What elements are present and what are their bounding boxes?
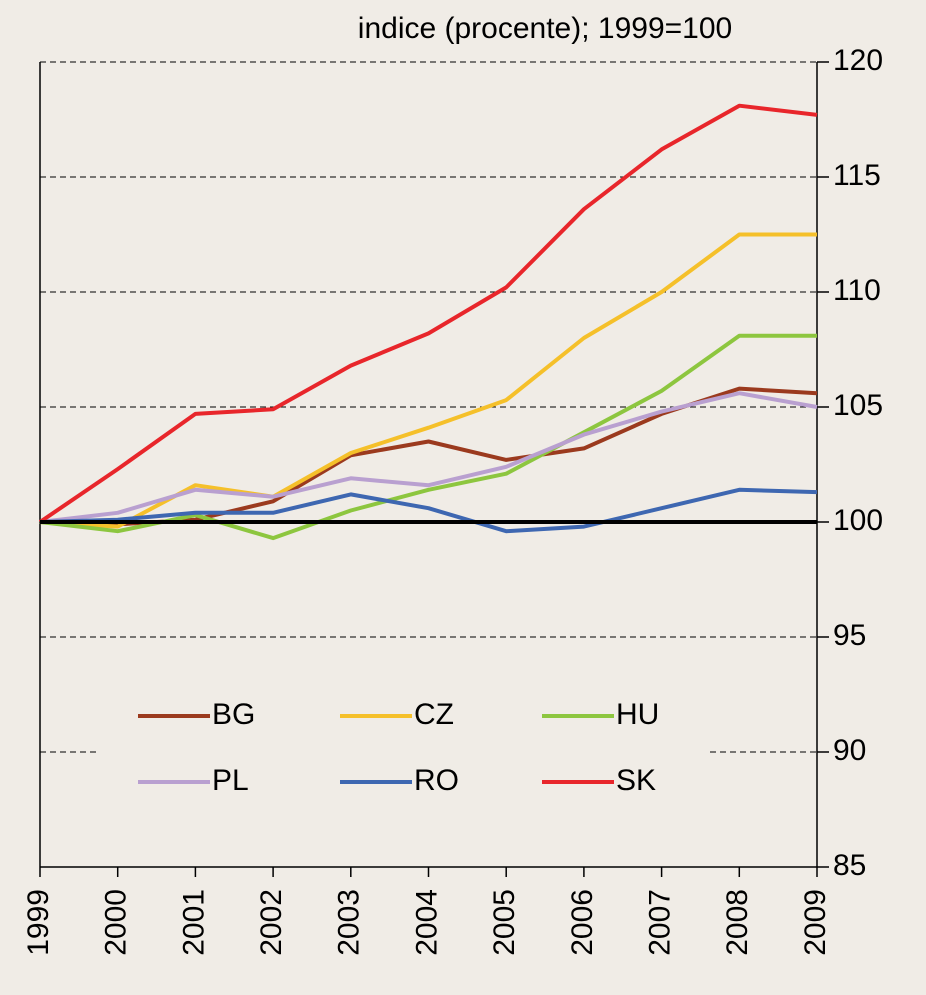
x-tick-label: 2008 — [721, 889, 754, 956]
legend-label: RO — [414, 764, 459, 797]
x-tick-label: 2002 — [255, 889, 288, 956]
x-tick-label: 2006 — [566, 889, 599, 956]
legend-label: CZ — [414, 698, 454, 731]
x-tick-label: 2001 — [177, 889, 210, 956]
chart-title: indice (procente); 1999=100 — [358, 12, 732, 45]
x-tick-label: 2004 — [410, 889, 443, 956]
y-tick-label: 100 — [833, 504, 883, 537]
y-tick-label: 95 — [833, 619, 866, 652]
y-tick-label: 85 — [833, 849, 866, 882]
legend-label: PL — [212, 764, 249, 797]
x-tick-label: 2005 — [488, 889, 521, 956]
legend-background — [100, 680, 710, 810]
y-tick-label: 90 — [833, 734, 866, 767]
x-tick-label: 1999 — [22, 889, 55, 956]
y-tick-label: 110 — [833, 274, 881, 307]
x-tick-label: 2009 — [799, 889, 832, 956]
x-tick-label: 2007 — [644, 889, 677, 956]
x-tick-label: 2000 — [100, 889, 133, 956]
legend-label: BG — [212, 698, 255, 731]
y-tick-label: 105 — [833, 389, 883, 422]
y-tick-label: 120 — [833, 44, 883, 77]
x-tick-label: 2003 — [333, 889, 366, 956]
legend-label: SK — [616, 764, 656, 797]
series-line — [39, 391, 818, 524]
legend-label: HU — [616, 698, 659, 731]
series-line — [39, 487, 818, 534]
y-tick-label: 115 — [833, 159, 881, 192]
series-line — [38, 103, 818, 524]
